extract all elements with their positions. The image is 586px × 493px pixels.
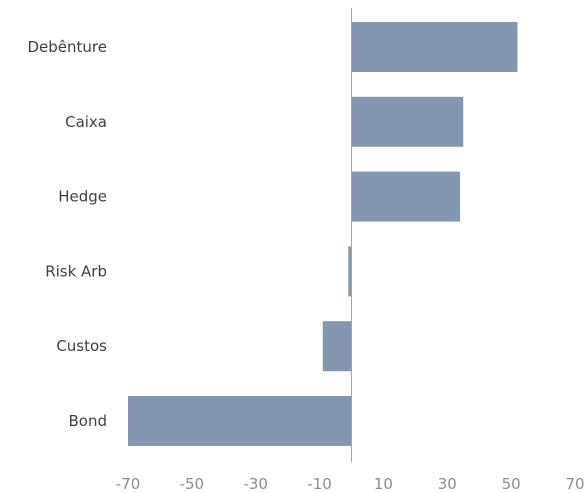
category-label: Debênture [28, 38, 108, 56]
bar-5 [128, 396, 352, 446]
bar-4 [322, 321, 352, 372]
x-tick-label: -10 [307, 475, 332, 493]
bar-0 [351, 22, 518, 72]
x-tick-label: 10 [374, 475, 393, 493]
bar-1 [351, 96, 464, 147]
bar-2 [351, 171, 461, 222]
category-label: Risk Arb [45, 262, 107, 280]
category-label: Bond [69, 412, 108, 430]
x-tick-label: -30 [243, 475, 268, 493]
x-tick-label: 30 [438, 475, 457, 493]
category-label: Custos [56, 337, 107, 355]
x-tick-labels: -70 -50 -30 -10 10 30 50 70 [116, 475, 585, 493]
bar-3 [348, 246, 352, 297]
x-tick-label: -70 [116, 475, 141, 493]
x-tick-label: 50 [502, 475, 521, 493]
x-tick-label: -50 [180, 475, 205, 493]
category-label: Hedge [58, 188, 107, 206]
bar-group [128, 22, 518, 446]
category-label: Caixa [65, 113, 107, 131]
category-labels: Debênture Caixa Hedge Risk Arb Custos Bond [28, 38, 108, 430]
x-tick-label: 70 [565, 475, 584, 493]
